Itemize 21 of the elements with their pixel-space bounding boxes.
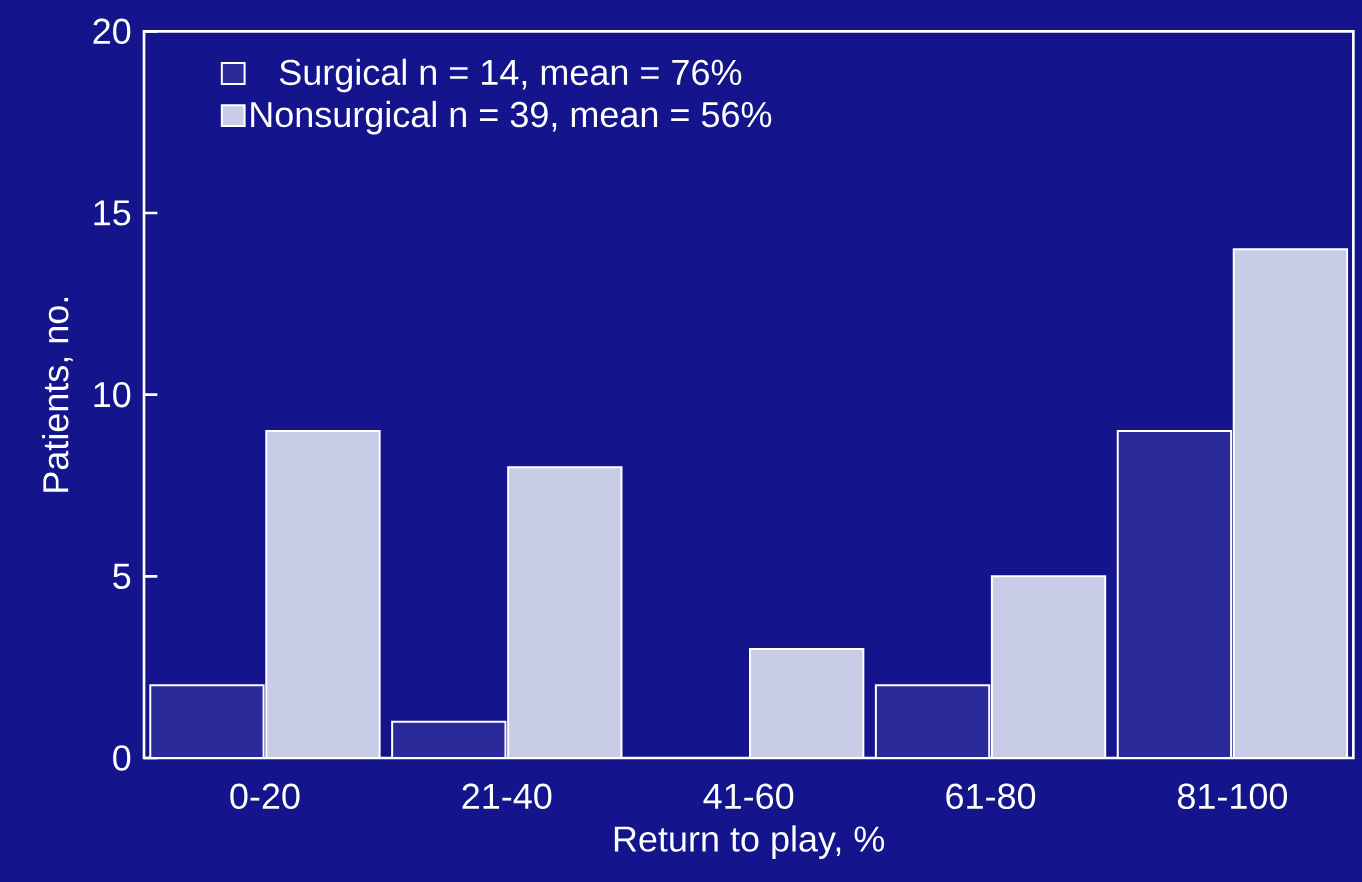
- bar: [991, 576, 1106, 758]
- bar: [875, 685, 990, 758]
- x-tick-label: 0-20: [230, 783, 300, 810]
- y-tick-label: 15: [94, 200, 131, 226]
- x-tick-label: 21-40: [462, 783, 552, 810]
- x-tick-label: 61-80: [946, 783, 1036, 810]
- bar: [750, 649, 864, 758]
- y-axis-title: Patients, no.: [42, 297, 73, 492]
- y-tick-label: 5: [113, 563, 131, 589]
- y-tick-label: 20: [93, 18, 131, 45]
- bar: [392, 721, 506, 758]
- y-tick-label: 10: [94, 381, 131, 408]
- y-tick-label: 0: [113, 745, 131, 771]
- bar: [150, 685, 264, 758]
- legend-label: Surgical n = 14, mean = 76%: [279, 58, 742, 93]
- x-axis-title: Return to play, %: [614, 825, 885, 859]
- bar: [508, 467, 622, 758]
- bar: [266, 430, 380, 758]
- x-tick-label: 41-60: [703, 783, 794, 810]
- legend-label: Nonsurgical n = 39, mean = 56%: [251, 100, 772, 135]
- x-tick-label: 81-100: [1177, 783, 1288, 810]
